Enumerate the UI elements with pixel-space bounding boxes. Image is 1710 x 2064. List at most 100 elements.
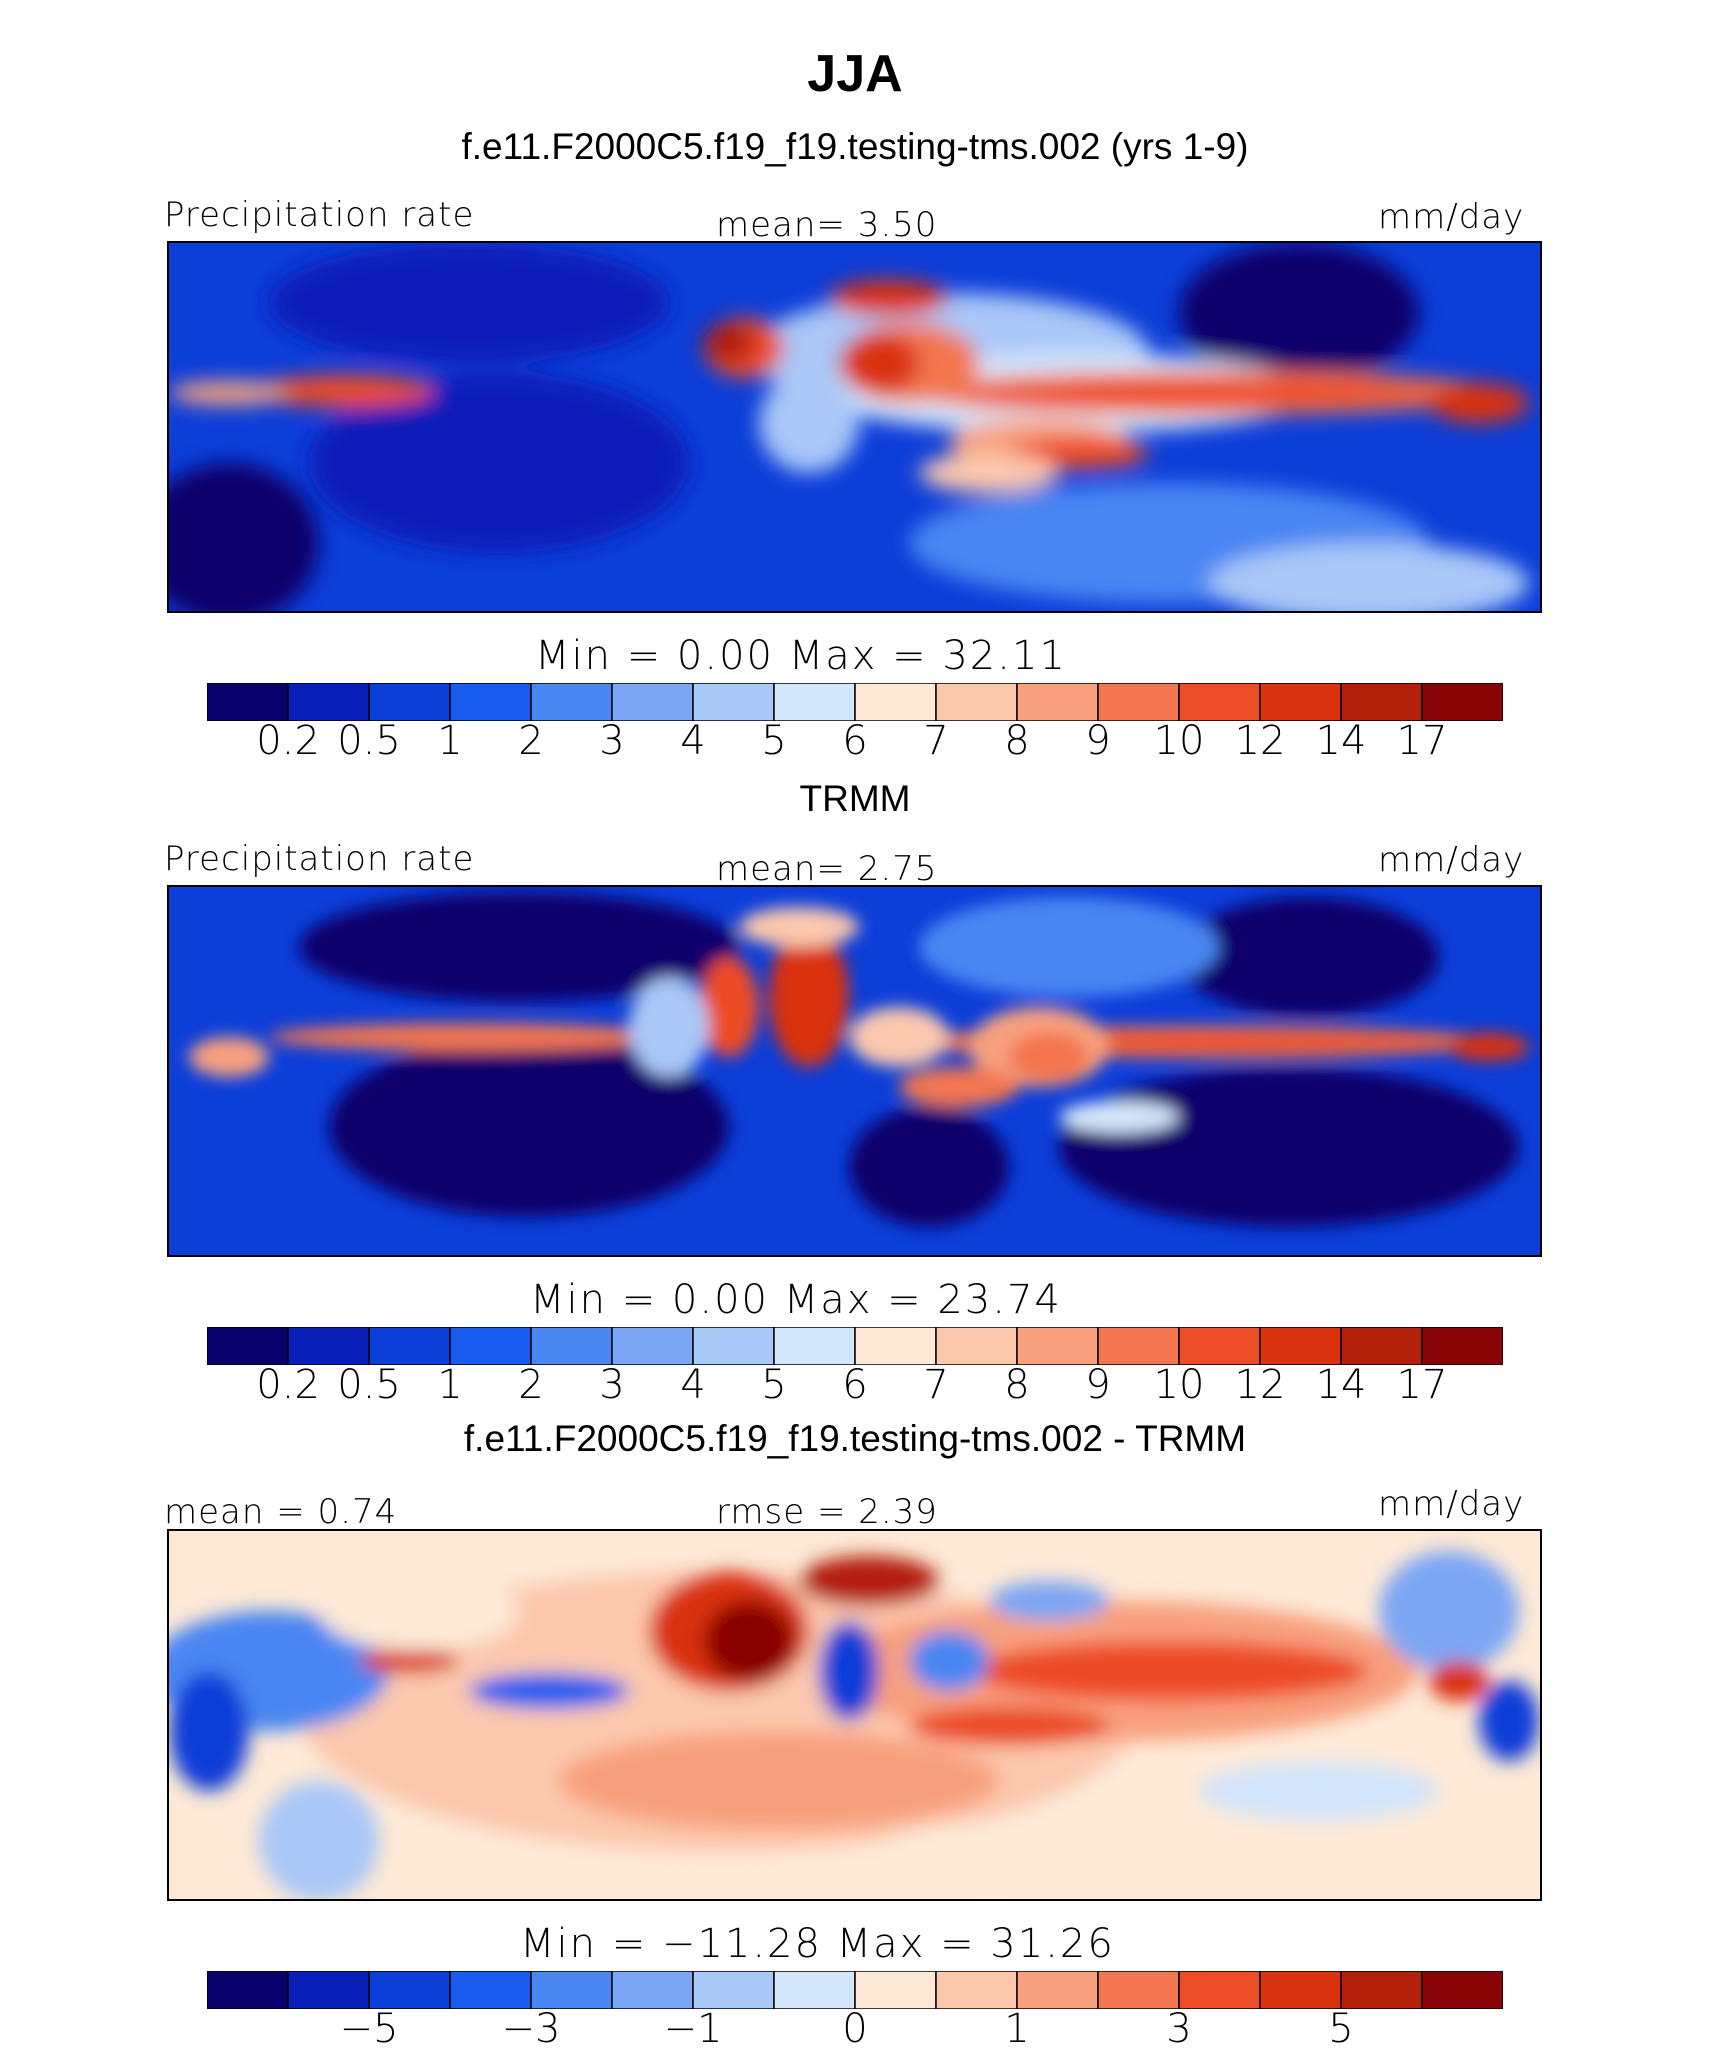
colorbar-tick-label: 17: [1396, 718, 1448, 764]
colorbar-tick-label: 6: [842, 718, 868, 764]
colorbar-swatch: [207, 683, 289, 721]
colorbar-swatch: [449, 1327, 532, 1365]
colorbar-tick-label: 7: [923, 718, 949, 764]
colorbar-swatch: [287, 1327, 370, 1365]
panel1-minmax: Min = 0.00 Max = 32.11: [535, 633, 1067, 679]
colorbar-swatch: [1259, 683, 1342, 721]
panel1-colorbar: [207, 683, 1503, 721]
colorbar-swatch: [530, 1327, 613, 1365]
panel1-map-svg: [169, 243, 1540, 611]
panel2-colorbar: [207, 1327, 1503, 1365]
colorbar-swatch: [692, 1327, 775, 1365]
colorbar-tick-label: 5: [1328, 2006, 1354, 2052]
colorbar-swatch: [611, 1971, 694, 2009]
colorbar-swatch: [773, 1971, 856, 2009]
colorbar-tick-label: 3: [599, 1362, 625, 1408]
colorbar-tick-label: 17: [1396, 1362, 1448, 1408]
colorbar-swatch: [1016, 1971, 1099, 2009]
colorbar-swatch: [1097, 1327, 1180, 1365]
colorbar-tick-label: 3: [599, 718, 625, 764]
colorbar-swatch: [1178, 1971, 1261, 2009]
colorbar-swatch: [611, 683, 694, 721]
colorbar-swatch: [692, 1971, 775, 2009]
colorbar-swatch: [1421, 1327, 1503, 1365]
colorbar-swatch: [1016, 683, 1099, 721]
panel2-left-label: Precipitation rate: [164, 839, 475, 879]
colorbar-tick-label: 4: [680, 718, 706, 764]
panel1-colorbar-ticks: 0.2 0.5 1 2 3 4 5 6 7 8 9 10 12 14 17: [207, 718, 1503, 768]
colorbar-tick-label: −3: [501, 2006, 561, 2052]
colorbar-swatch: [449, 683, 532, 721]
panel3-colorbar-ticks: −5 −3 −1 0 1 3 5: [207, 2006, 1503, 2056]
colorbar-swatch: [692, 683, 775, 721]
panel1-left-label: Precipitation rate: [164, 195, 475, 235]
panel1-mean-label: mean= 3.50: [716, 205, 938, 245]
colorbar-swatch: [1178, 683, 1261, 721]
panel2-mean-label: mean= 2.75: [716, 849, 938, 889]
colorbar-swatch: [773, 1327, 856, 1365]
colorbar-swatch: [287, 683, 370, 721]
colorbar-tick-label: 8: [1004, 1362, 1030, 1408]
colorbar-swatch: [1178, 1327, 1261, 1365]
colorbar-tick-label: 10: [1153, 1362, 1205, 1408]
colorbar-swatch: [368, 1971, 451, 2009]
colorbar-tick-label: 0.5: [337, 1362, 401, 1408]
colorbar-swatch: [854, 683, 937, 721]
season-title: JJA: [807, 45, 903, 103]
colorbar-swatch: [935, 683, 1018, 721]
colorbar-swatch: [287, 1971, 370, 2009]
colorbar-tick-label: 0.5: [337, 718, 401, 764]
colorbar-tick-label: 9: [1085, 718, 1111, 764]
colorbar-tick-label: 8: [1004, 718, 1030, 764]
colorbar-swatch: [1016, 1327, 1099, 1365]
colorbar-swatch: [368, 1327, 451, 1365]
colorbar-swatch: [935, 1971, 1018, 2009]
panel1-units-label: mm/day: [1378, 197, 1525, 237]
colorbar-tick-label: 2: [518, 718, 544, 764]
colorbar-swatch: [530, 683, 613, 721]
panel2-map: [167, 885, 1542, 1257]
case-title: f.e11.F2000C5.f19_f19.testing-tms.002 (y…: [461, 126, 1249, 167]
colorbar-tick-label: 12: [1234, 1362, 1286, 1408]
panel3-title: f.e11.F2000C5.f19_f19.testing-tms.002 - …: [463, 1418, 1247, 1459]
colorbar-swatch: [1340, 1327, 1423, 1365]
colorbar-tick-label: 0.2: [256, 1362, 320, 1408]
colorbar-swatch: [854, 1971, 937, 2009]
colorbar-tick-label: 3: [1166, 2006, 1192, 2052]
panel2-minmax: Min = 0.00 Max = 23.74: [530, 1277, 1062, 1323]
panel1-map: [167, 241, 1542, 613]
colorbar-swatch: [1421, 683, 1503, 721]
colorbar-swatch: [1421, 1971, 1503, 2009]
panel3-colorbar: [207, 1971, 1503, 2009]
panel2-units-label: mm/day: [1378, 840, 1525, 880]
panel3-units-label: mm/day: [1378, 1484, 1525, 1524]
panel3-map: [167, 1529, 1542, 1901]
colorbar-tick-label: 1: [1004, 2006, 1030, 2052]
colorbar-tick-label: −5: [339, 2006, 399, 2052]
colorbar-swatch: [530, 1971, 613, 2009]
colorbar-swatch: [449, 1971, 532, 2009]
colorbar-tick-label: 14: [1315, 718, 1367, 764]
panel2-colorbar-ticks: 0.2 0.5 1 2 3 4 5 6 7 8 9 10 12 14 17: [207, 1362, 1503, 1412]
colorbar-swatch: [1340, 1971, 1423, 2009]
colorbar-tick-label: 14: [1315, 1362, 1367, 1408]
colorbar-swatch: [1340, 683, 1423, 721]
colorbar-tick-label: 10: [1153, 718, 1205, 764]
panel3-map-svg: [169, 1531, 1540, 1899]
colorbar-tick-label: 7: [923, 1362, 949, 1408]
colorbar-tick-label: 4: [680, 1362, 706, 1408]
colorbar-swatch: [1259, 1327, 1342, 1365]
panel2-title: TRMM: [799, 778, 911, 819]
panel3-mean-label: mean = 0.74: [164, 1492, 398, 1532]
colorbar-tick-label: 0: [842, 2006, 868, 2052]
colorbar-tick-label: 6: [842, 1362, 868, 1408]
colorbar-tick-label: 1: [437, 1362, 463, 1408]
colorbar-tick-label: −1: [663, 2006, 723, 2052]
colorbar-tick-label: 0.2: [256, 718, 320, 764]
colorbar-swatch: [1097, 683, 1180, 721]
colorbar-swatch: [207, 1971, 289, 2009]
colorbar-swatch: [773, 683, 856, 721]
colorbar-tick-label: 2: [518, 1362, 544, 1408]
colorbar-swatch: [854, 1327, 937, 1365]
colorbar-tick-label: 1: [437, 718, 463, 764]
